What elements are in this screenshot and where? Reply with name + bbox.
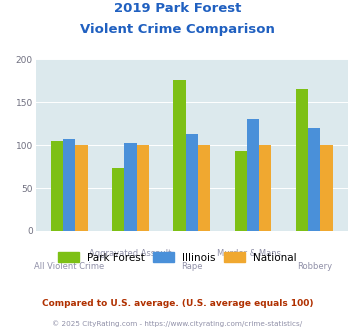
Bar	[296, 89, 308, 231]
Text: 2019 Park Forest: 2019 Park Forest	[114, 2, 241, 15]
Text: Compared to U.S. average. (U.S. average equals 100): Compared to U.S. average. (U.S. average …	[42, 299, 313, 308]
Text: All Violent Crime: All Violent Crime	[34, 262, 104, 271]
Bar	[173, 80, 186, 231]
Bar	[137, 145, 149, 231]
Text: Robbery: Robbery	[297, 262, 332, 271]
Bar	[186, 134, 198, 231]
Bar	[112, 168, 124, 231]
Bar	[63, 139, 75, 231]
Text: Murder & Mans...: Murder & Mans...	[217, 249, 289, 258]
Bar	[198, 145, 210, 231]
Bar	[308, 128, 320, 231]
Bar	[51, 141, 63, 231]
Text: © 2025 CityRating.com - https://www.cityrating.com/crime-statistics/: © 2025 CityRating.com - https://www.city…	[53, 320, 302, 327]
Bar	[247, 119, 259, 231]
Text: Rape: Rape	[181, 262, 202, 271]
Bar	[320, 145, 333, 231]
Bar	[235, 151, 247, 231]
Bar	[124, 144, 137, 231]
Text: Violent Crime Comparison: Violent Crime Comparison	[80, 23, 275, 36]
Bar	[75, 145, 88, 231]
Bar	[259, 145, 271, 231]
Text: Aggravated Assault: Aggravated Assault	[89, 249, 171, 258]
Legend: Park Forest, Illinois, National: Park Forest, Illinois, National	[54, 248, 301, 267]
